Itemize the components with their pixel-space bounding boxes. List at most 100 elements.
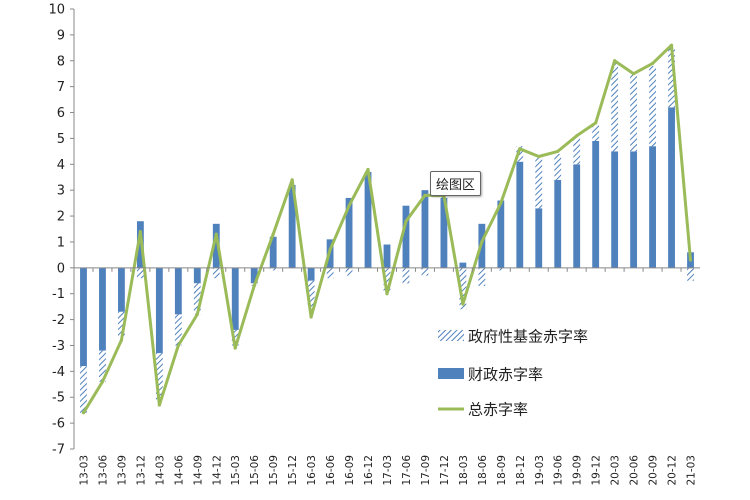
total-deficit-point[interactable] <box>81 411 86 415</box>
x-tick-label: 18-12 <box>515 455 527 486</box>
fund-deficit-bar[interactable] <box>212 267 220 279</box>
fiscal-deficit-bar[interactable] <box>80 267 87 367</box>
total-deficit-point[interactable] <box>252 284 256 288</box>
total-deficit-point[interactable] <box>575 134 579 138</box>
total-deficit-point[interactable] <box>423 193 427 197</box>
fund-deficit-bar[interactable] <box>402 267 410 284</box>
total-deficit-point[interactable] <box>461 302 465 306</box>
y-tick-label: 6 <box>57 106 65 121</box>
total-deficit-point[interactable] <box>537 154 541 159</box>
fiscal-deficit-bar[interactable] <box>118 267 125 312</box>
fiscal-deficit-bar[interactable] <box>592 141 600 268</box>
total-deficit-point[interactable] <box>138 229 142 234</box>
fund-deficit-bar[interactable] <box>611 63 619 152</box>
total-deficit-point[interactable] <box>366 167 370 172</box>
x-tick-label: 16-12 <box>363 455 375 486</box>
fund-deficit-bar[interactable] <box>592 125 600 141</box>
fund-deficit-bar[interactable] <box>516 146 524 162</box>
fund-deficit-bar[interactable] <box>421 267 429 276</box>
fiscal-deficit-bar[interactable] <box>630 151 638 268</box>
total-deficit-point[interactable] <box>594 121 598 125</box>
fiscal-deficit-bar[interactable] <box>668 107 675 268</box>
fiscal-deficit-bar[interactable] <box>440 197 448 268</box>
fiscal-deficit-bar[interactable] <box>307 267 315 281</box>
total-deficit-point[interactable] <box>214 232 218 236</box>
fiscal-deficit-bar[interactable] <box>269 236 277 268</box>
legend-swatch-fund <box>438 330 464 341</box>
fiscal-deficit-bar[interactable] <box>554 179 562 268</box>
fiscal-deficit-bar[interactable] <box>402 205 410 268</box>
total-deficit-point[interactable] <box>480 240 484 244</box>
total-deficit-point[interactable] <box>669 43 674 47</box>
fiscal-deficit-bar[interactable] <box>174 267 182 315</box>
fund-deficit-bar[interactable] <box>573 135 581 165</box>
total-deficit-point[interactable] <box>290 178 294 182</box>
fund-deficit-bar[interactable] <box>118 311 125 338</box>
fiscal-deficit-bar[interactable] <box>364 172 372 268</box>
fiscal-deficit-bar[interactable] <box>250 267 258 284</box>
fiscal-deficit-bar[interactable] <box>288 185 296 268</box>
total-deficit-point[interactable] <box>518 147 522 151</box>
fund-deficit-bar[interactable] <box>269 267 277 271</box>
fund-deficit-bar[interactable] <box>155 353 163 403</box>
x-tick-label: 15-09 <box>268 455 280 486</box>
fund-deficit-bar[interactable] <box>459 267 467 310</box>
total-deficit-point[interactable] <box>632 72 636 76</box>
plot-area[interactable] <box>80 43 694 415</box>
fiscal-deficit-bar[interactable] <box>516 161 524 268</box>
total-deficit-point[interactable] <box>100 380 105 384</box>
fiscal-deficit-bar[interactable] <box>535 208 543 268</box>
fiscal-deficit-bar[interactable] <box>497 200 505 268</box>
fund-deficit-bar[interactable] <box>231 329 239 346</box>
total-deficit-point[interactable] <box>404 219 408 223</box>
total-deficit-point[interactable] <box>233 346 237 350</box>
total-deficit-point[interactable] <box>688 258 693 262</box>
fiscal-deficit-bar[interactable] <box>383 244 391 268</box>
fund-deficit-bar[interactable] <box>687 267 694 281</box>
fiscal-deficit-bar[interactable] <box>212 223 220 268</box>
fund-deficit-bar[interactable] <box>649 65 656 147</box>
fund-deficit-bar[interactable] <box>136 267 144 279</box>
total-deficit-point[interactable] <box>176 343 180 348</box>
total-deficit-point[interactable] <box>385 292 389 296</box>
fiscal-deficit-bar[interactable] <box>459 262 467 268</box>
fund-deficit-bar[interactable] <box>668 47 675 108</box>
fiscal-deficit-bar[interactable] <box>573 164 581 268</box>
fund-deficit-bar[interactable] <box>630 73 638 152</box>
fiscal-deficit-bar[interactable] <box>193 267 201 284</box>
total-deficit-line[interactable] <box>82 43 692 414</box>
total-deficit-point[interactable] <box>556 149 560 153</box>
total-deficit-point[interactable] <box>499 201 503 205</box>
total-deficit-point[interactable] <box>309 315 313 319</box>
fiscal-deficit-bar[interactable] <box>345 197 353 268</box>
fiscal-deficit-bar[interactable] <box>611 151 619 268</box>
fiscal-deficit-bar[interactable] <box>421 190 429 268</box>
fund-deficit-bar[interactable] <box>80 366 87 413</box>
x-tick-label: 16-09 <box>344 455 356 486</box>
fund-deficit-bar[interactable] <box>326 267 334 279</box>
total-deficit-point[interactable] <box>347 204 351 208</box>
fund-deficit-bar[interactable] <box>554 153 562 180</box>
fund-deficit-bar[interactable] <box>535 156 543 209</box>
fund-deficit-bar[interactable] <box>193 283 201 315</box>
total-deficit-point[interactable] <box>328 248 332 252</box>
fund-deficit-bar[interactable] <box>478 267 486 286</box>
fiscal-deficit-bar[interactable] <box>231 267 239 330</box>
fund-deficit-bar[interactable] <box>307 280 315 307</box>
total-deficit-point[interactable] <box>650 61 655 65</box>
fiscal-deficit-bar[interactable] <box>99 267 106 351</box>
x-tick-label: 21-03 <box>686 455 698 486</box>
total-deficit-point[interactable] <box>119 338 124 342</box>
total-deficit-point[interactable] <box>195 312 199 317</box>
fund-deficit-bar[interactable] <box>174 314 182 346</box>
x-tick-label: 20-09 <box>648 455 660 486</box>
fund-deficit-bar[interactable] <box>497 267 505 271</box>
fund-deficit-bar[interactable] <box>383 267 391 294</box>
fund-deficit-bar[interactable] <box>345 267 353 276</box>
total-deficit-point[interactable] <box>271 232 275 236</box>
fund-deficit-bar[interactable] <box>99 350 106 382</box>
total-deficit-point[interactable] <box>613 59 617 63</box>
total-deficit-point[interactable] <box>157 403 161 407</box>
fiscal-deficit-bar[interactable] <box>155 267 163 354</box>
fiscal-deficit-bar[interactable] <box>649 146 656 268</box>
